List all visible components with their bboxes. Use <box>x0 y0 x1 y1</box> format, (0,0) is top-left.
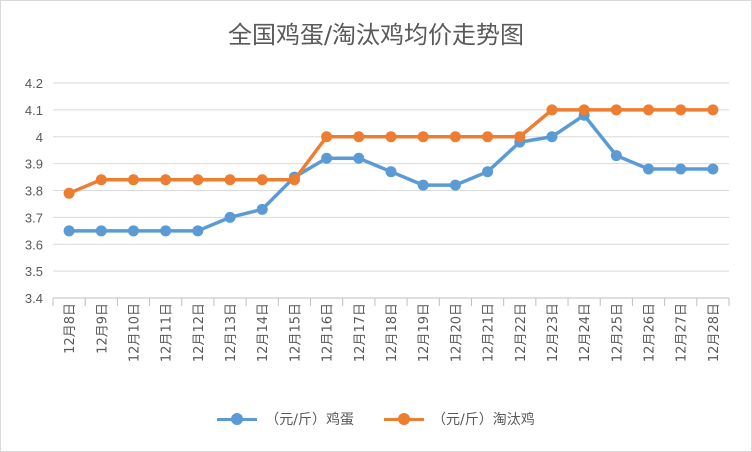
data-point-0 <box>63 225 75 237</box>
data-point-0 <box>353 152 365 164</box>
data-point-1 <box>514 131 526 143</box>
data-point-1 <box>321 131 333 143</box>
data-point-0 <box>321 152 333 164</box>
data-point-1 <box>256 174 268 186</box>
data-point-1 <box>127 174 139 186</box>
data-point-0 <box>643 163 655 175</box>
x-tick-label: 12月8日 <box>63 303 78 354</box>
data-point-1 <box>707 104 719 116</box>
y-tick-label: 3.5 <box>25 264 43 279</box>
legend: （元/斤）鸡蛋 （元/斤）淘汰鸡 <box>1 409 751 429</box>
data-point-1 <box>95 174 107 186</box>
y-tick-label: 4.1 <box>25 103 43 118</box>
data-point-1 <box>449 131 461 143</box>
grid-lines <box>53 82 729 299</box>
x-tick-label: 12月21日 <box>482 303 497 362</box>
data-point-0 <box>385 166 397 178</box>
data-point-1 <box>288 174 300 186</box>
x-tick-label: 12月16日 <box>321 303 336 362</box>
x-tick-label: 12月12日 <box>192 303 207 362</box>
y-tick-label: 3.6 <box>25 237 43 252</box>
data-point-1 <box>353 131 365 143</box>
x-tick-label: 12月9日 <box>95 303 110 354</box>
data-point-0 <box>256 203 268 215</box>
data-point-0 <box>707 163 719 175</box>
x-tick-label: 12月20日 <box>449 303 464 362</box>
x-tick-label: 12月27日 <box>675 303 690 362</box>
data-point-1 <box>385 131 397 143</box>
x-tick-label: 12月13日 <box>224 303 239 362</box>
legend-label-culled-hen: （元/斤）淘汰鸡 <box>432 412 535 428</box>
data-point-1 <box>224 174 236 186</box>
x-tick-label: 12月15日 <box>288 303 303 362</box>
y-axis-ticks: 3.4 3.5 3.6 3.7 3.8 3.9 4 4.1 4.2 <box>25 76 43 306</box>
data-point-0 <box>160 225 172 237</box>
x-tick-label: 12月24日 <box>578 303 593 362</box>
data-point-0 <box>127 225 139 237</box>
y-tick-label: 3.7 <box>25 210 43 225</box>
x-tick-label: 12月14日 <box>256 303 271 362</box>
data-point-0 <box>449 179 461 191</box>
y-tick-label: 4 <box>36 130 43 145</box>
y-tick-label: 3.4 <box>25 291 43 306</box>
data-point-1 <box>578 104 590 116</box>
data-point-0 <box>95 225 107 237</box>
data-point-1 <box>610 104 622 116</box>
x-tick-label: 12月10日 <box>127 303 142 362</box>
x-tick-label: 12月25日 <box>610 303 625 362</box>
series-group <box>63 104 719 237</box>
legend-swatch-egg <box>217 413 258 425</box>
y-tick-label: 4.2 <box>25 76 43 91</box>
x-tick-label: 12月26日 <box>643 303 658 362</box>
data-point-1 <box>160 174 172 186</box>
x-tick-label: 12月11日 <box>160 303 175 362</box>
data-point-0 <box>546 131 558 143</box>
data-point-1 <box>482 131 494 143</box>
x-tick-label: 12月28日 <box>707 303 722 362</box>
x-tick-label: 12月19日 <box>417 303 432 362</box>
x-tick-label: 12月22日 <box>514 303 529 362</box>
legend-label-egg: （元/斤）鸡蛋 <box>265 412 354 428</box>
data-point-0 <box>224 211 236 223</box>
x-tick-label: 12月18日 <box>385 303 400 362</box>
data-point-0 <box>675 163 687 175</box>
data-point-0 <box>610 150 622 162</box>
data-point-1 <box>417 131 429 143</box>
y-tick-label: 3.8 <box>25 184 43 199</box>
data-point-1 <box>192 174 204 186</box>
data-point-1 <box>546 104 558 116</box>
x-axis: 12月8日 12月9日 12月10日 12月11日 12月12日 12月13日 12月14日… <box>52 297 730 362</box>
legend-item-egg: （元/斤）鸡蛋 <box>217 409 354 429</box>
data-point-0 <box>192 225 204 237</box>
data-point-1 <box>63 187 75 199</box>
chart-title: 全国鸡蛋/淘汰鸡均价走势图 <box>227 21 525 49</box>
y-tick-label: 3.9 <box>25 157 43 172</box>
data-point-0 <box>417 179 429 191</box>
legend-item-culled-hen: （元/斤）淘汰鸡 <box>384 409 535 429</box>
data-point-0 <box>482 166 494 178</box>
x-tick-label: 12月23日 <box>546 303 561 362</box>
x-tick-label: 12月17日 <box>353 303 368 362</box>
legend-swatch-culled-hen <box>384 413 424 425</box>
data-point-1 <box>643 104 655 116</box>
data-point-1 <box>675 104 687 116</box>
